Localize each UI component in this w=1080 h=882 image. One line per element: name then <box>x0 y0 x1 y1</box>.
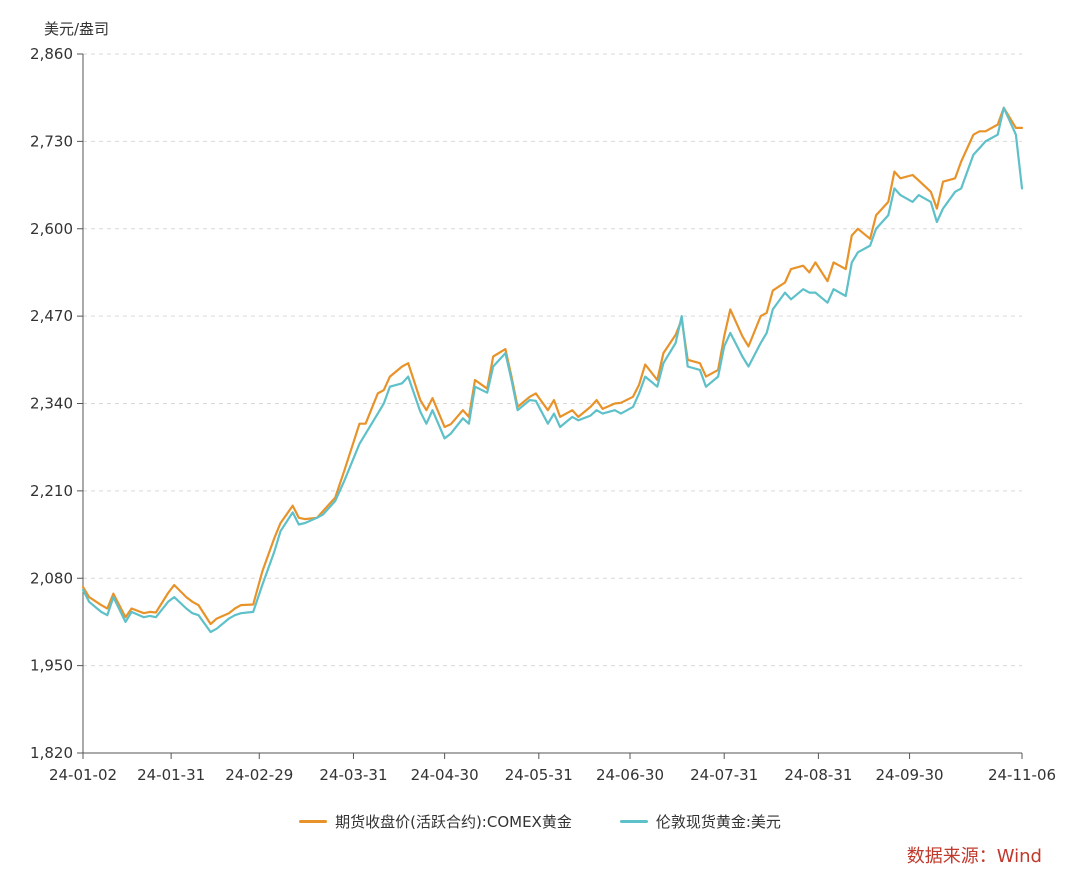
y-tick-label: 2,860 <box>30 45 73 63</box>
y-tick-label: 2,210 <box>30 482 73 500</box>
x-tick-label: 24-08-31 <box>784 766 852 784</box>
y-tick-label: 1,820 <box>30 744 73 762</box>
data-source: 数据来源：Wind <box>906 846 1042 867</box>
x-tick-label: 24-04-30 <box>411 766 479 784</box>
x-tick-label: 24-06-30 <box>596 766 664 784</box>
series-group <box>81 106 1024 634</box>
y-tick-label: 2,600 <box>30 220 73 238</box>
legend-item-london[interactable]: 伦敦现货黄金:美元 <box>619 811 781 832</box>
y-tick-label: 2,080 <box>30 569 73 587</box>
x-tick-label: 24-05-31 <box>505 766 573 784</box>
legend-swatch-comex <box>299 820 328 823</box>
y-tick-label: 1,950 <box>30 657 73 675</box>
x-tick-label: 24-01-31 <box>137 766 205 784</box>
grid-lines <box>83 53 1022 667</box>
x-tick-label: 24-02-29 <box>225 766 293 784</box>
y-axis: 2,860 2,730 2,600 2,470 2,340 2,210 2,080 1,950… <box>30 45 84 762</box>
x-tick-label: 24-01-02 <box>49 766 117 784</box>
legend-label-london: 伦敦现货黄金:美元 <box>655 813 781 831</box>
x-axis: 24-01-02 24-01-31 24-02-29 24-03-31 24-04-30… <box>49 752 1056 784</box>
x-tick-label: 24-11-06 <box>988 766 1056 784</box>
x-tick-label: 24-03-31 <box>319 766 387 784</box>
legend-label-comex: 期货收盘价(活跃合约):COMEX黄金 <box>335 813 572 831</box>
y-tick-label: 2,340 <box>30 395 73 413</box>
london-line <box>81 106 1024 634</box>
comex-line <box>81 106 1024 626</box>
y-axis-unit: 美元/盎司 <box>44 20 110 38</box>
legend: 期货收盘价(活跃合约):COMEX黄金 伦敦现货黄金:美元 <box>0 811 1080 832</box>
y-tick-label: 2,470 <box>30 307 73 325</box>
x-tick-label: 24-09-30 <box>876 766 944 784</box>
y-tick-label: 2,730 <box>30 132 73 150</box>
x-tick-label: 24-07-31 <box>690 766 758 784</box>
legend-swatch-london <box>619 820 648 823</box>
legend-item-comex[interactable]: 期货收盘价(活跃合约):COMEX黄金 <box>299 811 572 832</box>
